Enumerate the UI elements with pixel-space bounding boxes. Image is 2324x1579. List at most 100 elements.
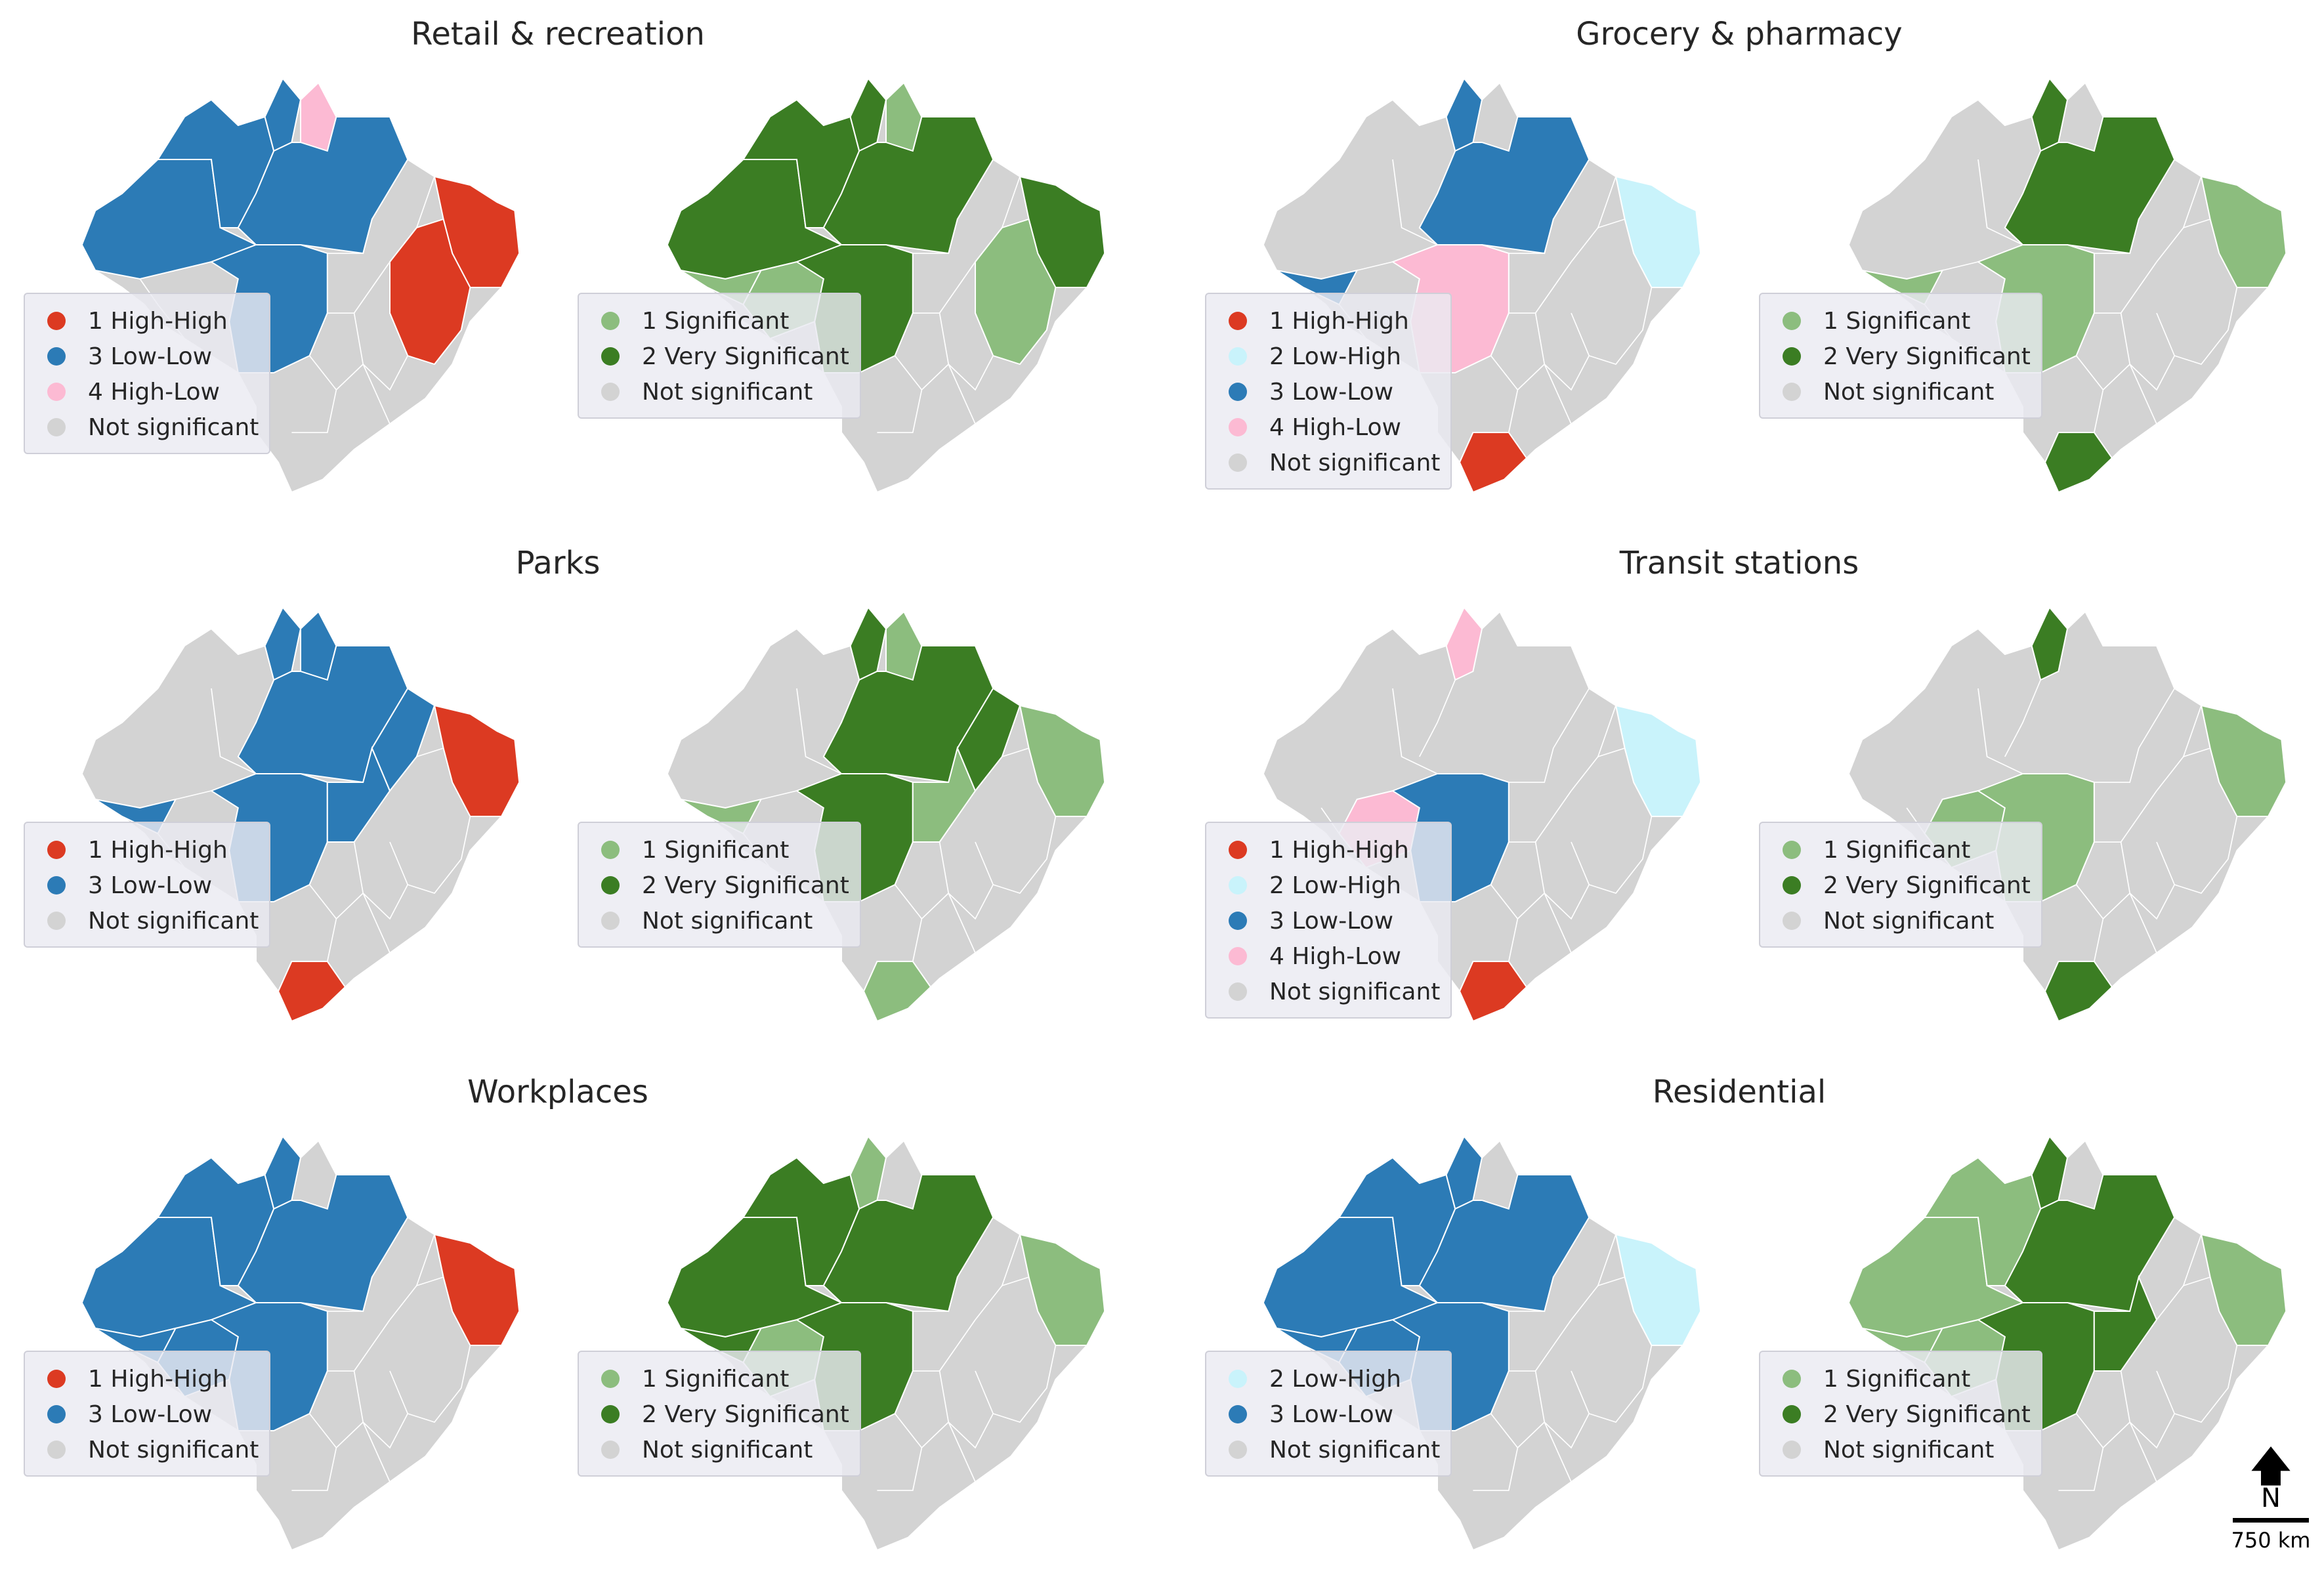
legend-label: 4 High-Low bbox=[1269, 942, 1401, 970]
legend-label: 1 Significant bbox=[1823, 307, 1971, 335]
legend-label: 1 Significant bbox=[1823, 836, 1971, 864]
state-border bbox=[939, 841, 994, 920]
legend-label: 1 High-High bbox=[88, 1365, 228, 1393]
legend-label: Not significant bbox=[1269, 978, 1441, 1005]
legend-label: 1 High-High bbox=[1269, 836, 1409, 864]
legend-entry: 1 High-High bbox=[35, 303, 259, 339]
state-border bbox=[1392, 688, 1438, 774]
significance-legend: 1 Significant 2 Very Significant Not signi… bbox=[1759, 822, 2042, 948]
panel-title: Residential bbox=[1652, 1074, 1827, 1110]
significance-map bbox=[1848, 606, 2287, 1022]
legend-entry: 3 Low-Low bbox=[35, 339, 259, 374]
legend-swatch bbox=[601, 1441, 620, 1459]
legend-entry: 2 Very Significant bbox=[589, 1397, 849, 1432]
state-border bbox=[2156, 1345, 2238, 1423]
legend-swatch bbox=[1783, 347, 1801, 366]
legend-label: Not significant bbox=[1269, 1436, 1441, 1463]
state-border bbox=[2058, 1447, 2104, 1491]
region-roraima bbox=[1419, 1135, 1483, 1210]
state-border bbox=[1977, 159, 2023, 245]
legend-swatch bbox=[1783, 312, 1801, 330]
state-border bbox=[353, 312, 408, 391]
legend-label: 3 Low-Low bbox=[1269, 1400, 1394, 1428]
legend-entry: 2 Very Significant bbox=[1771, 1397, 2031, 1432]
legend-entry: 4 High-Low bbox=[1217, 410, 1440, 445]
region-roraima bbox=[823, 77, 887, 152]
legend-swatch bbox=[47, 418, 66, 436]
state-border bbox=[894, 355, 949, 391]
cluster-map bbox=[1262, 77, 1702, 494]
legend-label: 2 Very Significant bbox=[1823, 872, 2031, 899]
legend-label: 1 Significant bbox=[1823, 1365, 1971, 1393]
region-south bbox=[1458, 432, 1528, 494]
region-ne-east bbox=[2200, 175, 2287, 288]
state-border bbox=[362, 364, 391, 425]
state-border bbox=[939, 312, 994, 391]
state-border bbox=[1544, 364, 1572, 425]
legend-entry: 1 High-High bbox=[1217, 832, 1440, 868]
significance-legend: 1 Significant 2 Very Significant Not signi… bbox=[578, 822, 861, 948]
legend-swatch bbox=[1783, 1405, 1801, 1423]
legend-label: 2 Very Significant bbox=[1823, 343, 2031, 370]
state-border bbox=[2120, 312, 2175, 391]
state-border bbox=[2120, 841, 2175, 920]
state-border bbox=[353, 1370, 408, 1449]
cluster-legend: 1 High-High 2 Low-High 3 Low-Low 4 High-Low… bbox=[1205, 822, 1452, 1019]
cluster-legend: 1 High-High 3 Low-Low Not significant bbox=[24, 1351, 271, 1477]
legend-entry: 1 Significant bbox=[1771, 832, 2031, 868]
region-bahia bbox=[974, 218, 1057, 366]
scale-bar bbox=[2233, 1518, 2309, 1523]
cluster-legend: 2 Low-High 3 Low-Low Not significant bbox=[1205, 1351, 1452, 1477]
panel-title: Grocery & pharmacy bbox=[1576, 16, 1903, 53]
significance-map bbox=[666, 606, 1106, 1022]
legend-entry: 2 Low-High bbox=[1217, 868, 1440, 903]
north-letter: N bbox=[2261, 1483, 2281, 1513]
state-border bbox=[1508, 688, 1590, 783]
legend-swatch bbox=[1783, 876, 1801, 895]
legend-label: 2 Very Significant bbox=[642, 872, 849, 899]
state-border bbox=[948, 893, 976, 954]
legend-swatch bbox=[47, 876, 66, 895]
legend-label: 2 Low-High bbox=[1269, 343, 1401, 370]
region-para bbox=[2004, 116, 2176, 255]
legend-entry: Not significant bbox=[589, 1432, 849, 1467]
legend-swatch bbox=[1229, 1405, 1247, 1423]
region-para bbox=[1418, 1174, 1590, 1313]
legend-label: 2 Very Significant bbox=[642, 1400, 849, 1428]
region-para bbox=[822, 1174, 994, 1313]
state-border bbox=[1544, 1421, 1572, 1483]
state-border bbox=[912, 1319, 976, 1372]
legend-entry: 3 Low-Low bbox=[1217, 374, 1440, 410]
state-border bbox=[939, 1370, 994, 1449]
legend-entry: Not significant bbox=[1771, 374, 2031, 410]
legend-swatch bbox=[1229, 347, 1247, 366]
state-border bbox=[291, 1447, 337, 1491]
region-roraima bbox=[238, 606, 302, 681]
legend-entry: 1 High-High bbox=[35, 1361, 259, 1397]
legend-swatch bbox=[1229, 912, 1247, 930]
region-roraima bbox=[823, 1135, 887, 1210]
legend-entry: 1 Significant bbox=[1771, 303, 2031, 339]
significance-legend: 1 Significant 2 Very Significant Not signi… bbox=[1759, 1351, 2042, 1477]
legend-entry: 3 Low-Low bbox=[1217, 903, 1440, 938]
legend-swatch bbox=[47, 1441, 66, 1459]
state-border bbox=[975, 816, 1057, 894]
state-border bbox=[389, 1345, 471, 1423]
legend-label: 1 Significant bbox=[642, 1365, 790, 1393]
region-maranhao bbox=[371, 687, 436, 792]
significance-map bbox=[1848, 1135, 2287, 1551]
state-border bbox=[1571, 1345, 1653, 1423]
state-border bbox=[327, 1319, 391, 1372]
state-border bbox=[877, 1447, 923, 1491]
legend-entry: Not significant bbox=[1217, 1432, 1440, 1467]
significance-map bbox=[666, 1135, 1106, 1551]
legend-swatch bbox=[601, 876, 620, 895]
legend-label: 2 Low-High bbox=[1269, 872, 1401, 899]
legend-label: 3 Low-Low bbox=[1269, 907, 1394, 935]
significance-legend: 1 Significant 2 Very Significant Not signi… bbox=[578, 293, 861, 419]
state-border bbox=[948, 364, 976, 425]
legend-label: Not significant bbox=[642, 1436, 813, 1463]
legend-swatch bbox=[1783, 841, 1801, 859]
legend-entry: Not significant bbox=[1771, 903, 2031, 938]
legend-entry: Not significant bbox=[35, 903, 259, 938]
